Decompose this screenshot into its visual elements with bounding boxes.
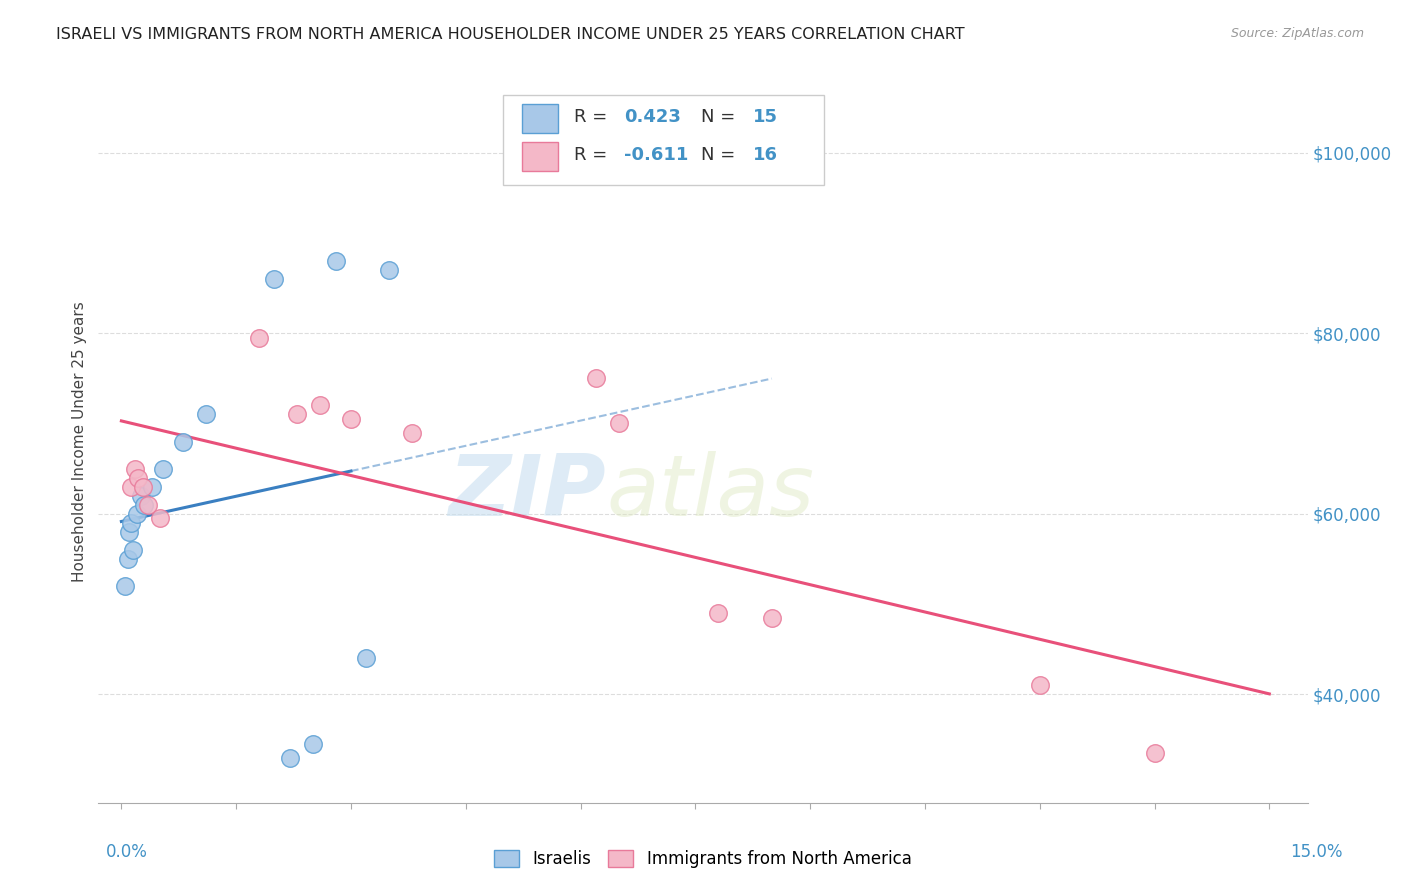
Text: R =: R = <box>574 108 613 126</box>
Y-axis label: Householder Income Under 25 years: Householder Income Under 25 years <box>72 301 87 582</box>
Point <box>172 434 194 449</box>
Text: 0.423: 0.423 <box>624 108 682 126</box>
Point <box>127 471 149 485</box>
Text: atlas: atlas <box>606 450 814 533</box>
Point <box>309 398 332 412</box>
Text: ISRAELI VS IMMIGRANTS FROM NORTH AMERICA HOUSEHOLDER INCOME UNDER 25 YEARS CORRE: ISRAELI VS IMMIGRANTS FROM NORTH AMERICA… <box>56 27 965 42</box>
FancyBboxPatch shape <box>522 142 558 170</box>
Point <box>120 480 142 494</box>
Point <box>121 542 143 557</box>
Point <box>247 331 270 345</box>
Point <box>136 498 159 512</box>
Text: 16: 16 <box>752 145 778 164</box>
Point <box>118 524 141 539</box>
Point <box>263 272 285 286</box>
Point <box>141 480 163 494</box>
Text: R =: R = <box>574 145 613 164</box>
Point <box>287 408 309 422</box>
Legend: Israelis, Immigrants from North America: Israelis, Immigrants from North America <box>488 843 918 875</box>
Point <box>124 461 146 475</box>
Point <box>1143 746 1166 760</box>
Point <box>117 552 139 566</box>
Text: 0.0%: 0.0% <box>105 843 148 861</box>
Point <box>301 737 323 751</box>
Point <box>356 651 378 665</box>
Point <box>401 425 423 440</box>
FancyBboxPatch shape <box>503 95 824 185</box>
Text: Source: ZipAtlas.com: Source: ZipAtlas.com <box>1230 27 1364 40</box>
Text: -0.611: -0.611 <box>624 145 689 164</box>
Point <box>120 516 142 530</box>
Point <box>325 253 347 268</box>
Point <box>607 417 630 431</box>
FancyBboxPatch shape <box>522 104 558 133</box>
Point <box>149 511 172 525</box>
Point <box>707 606 730 620</box>
Point <box>585 371 607 385</box>
Point <box>125 507 148 521</box>
Point <box>152 461 174 475</box>
Point <box>194 408 217 422</box>
Text: N =: N = <box>700 108 741 126</box>
Point <box>1028 678 1050 692</box>
Point <box>378 263 401 277</box>
Point <box>761 610 783 624</box>
Text: 15: 15 <box>752 108 778 126</box>
Text: N =: N = <box>700 145 741 164</box>
Point <box>278 750 301 764</box>
Point <box>134 498 156 512</box>
Point <box>132 480 155 494</box>
Point <box>129 489 152 503</box>
Text: ZIP: ZIP <box>449 450 606 533</box>
Point <box>114 579 136 593</box>
Text: 15.0%: 15.0% <box>1291 843 1343 861</box>
Point <box>340 412 363 426</box>
